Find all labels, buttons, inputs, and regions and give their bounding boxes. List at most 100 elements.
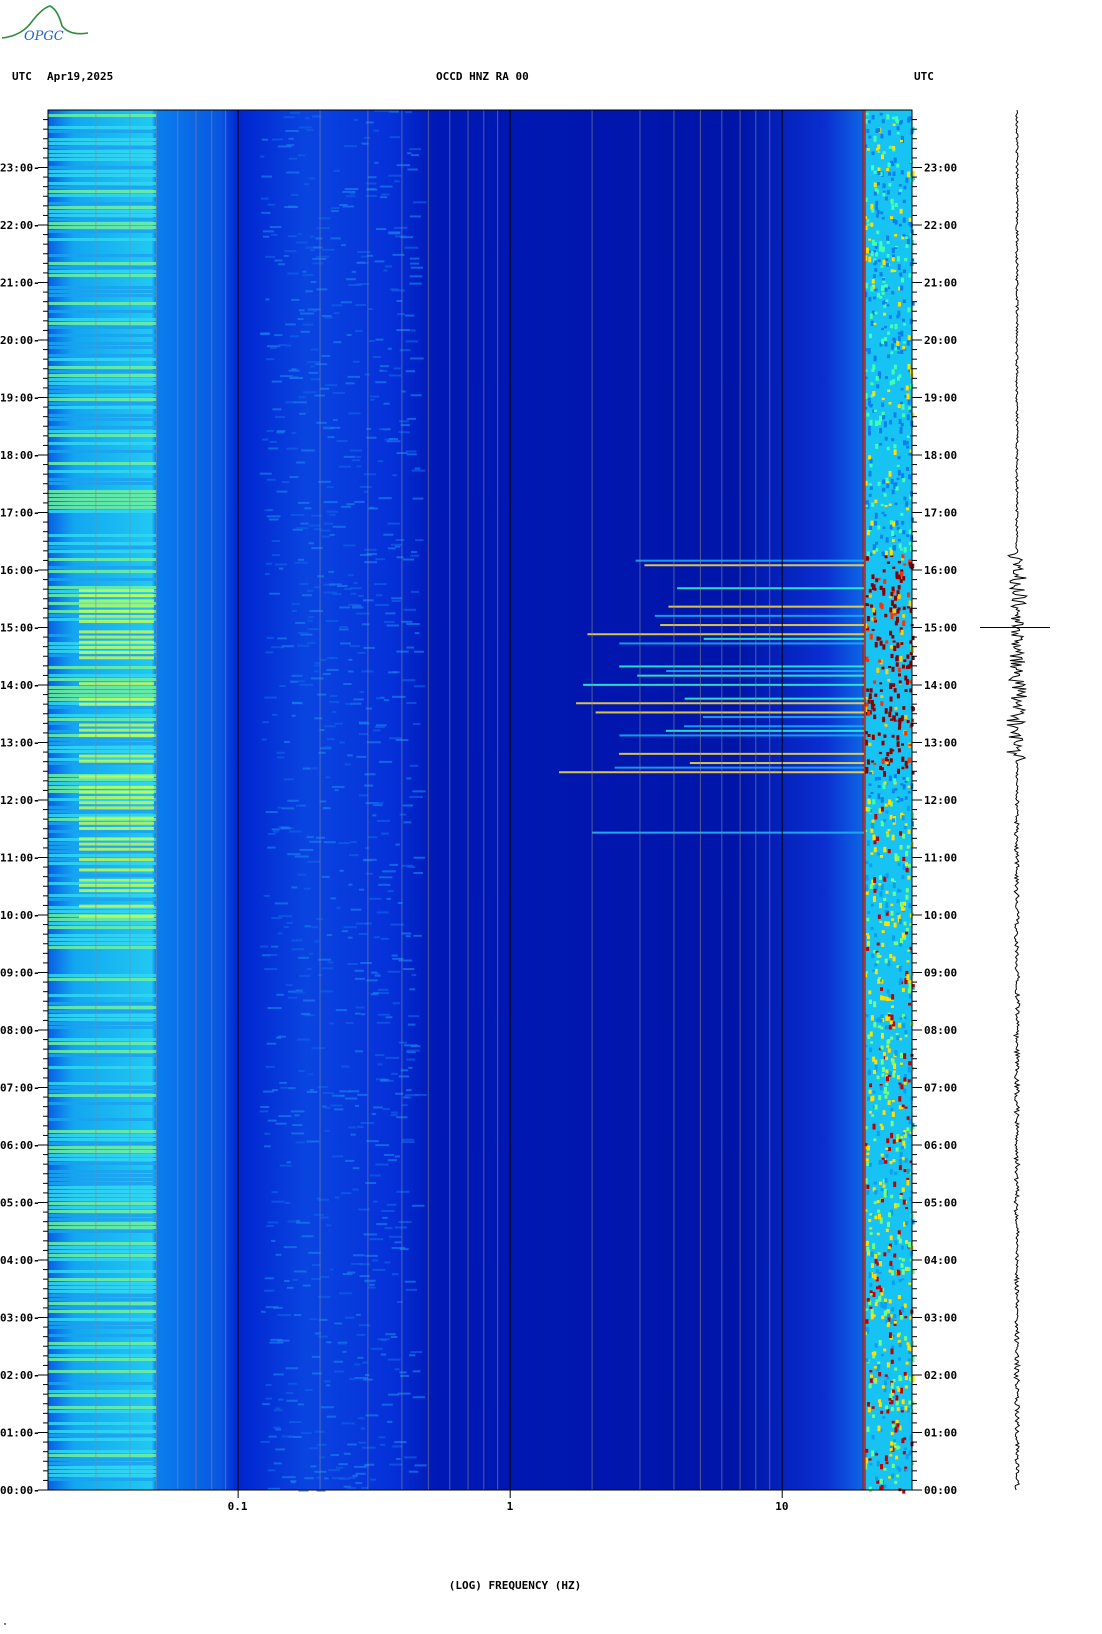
hf-speckle	[892, 337, 896, 341]
hf-speckle	[874, 1254, 878, 1259]
hf-speckle	[867, 761, 871, 765]
texture-mark	[349, 1378, 356, 1381]
hf-speckle	[890, 177, 894, 181]
hf-speckle	[886, 1362, 890, 1368]
hf-speckle	[885, 1147, 889, 1150]
texture-mark	[271, 646, 284, 649]
texture-mark	[286, 171, 300, 174]
texture-mark	[411, 329, 416, 332]
texture-mark	[334, 1108, 344, 1111]
texture-mark	[373, 802, 384, 805]
texture-mark	[377, 1063, 383, 1066]
hf-speckle	[891, 1307, 895, 1312]
band-stripe	[48, 762, 157, 765]
hf-speckle	[898, 889, 902, 893]
texture-mark	[265, 1397, 273, 1400]
hf-speckle	[891, 255, 895, 262]
texture-mark	[376, 1021, 391, 1024]
hf-speckle	[907, 791, 911, 794]
hf-speckle	[867, 430, 871, 436]
band-stripe	[48, 1174, 157, 1177]
texture-mark	[374, 974, 381, 977]
texture-mark	[305, 290, 314, 293]
hf-speckle	[887, 829, 891, 832]
hf-speckle	[897, 667, 901, 673]
hf-speckle	[874, 1104, 878, 1110]
texture-mark	[404, 246, 419, 249]
texture-mark	[360, 1013, 366, 1016]
band-stripe	[48, 210, 157, 213]
band-stripe	[48, 510, 157, 513]
texture-mark	[387, 231, 401, 234]
event-streak	[576, 702, 865, 705]
hf-speckle	[871, 239, 875, 246]
texture-mark	[343, 926, 357, 929]
hf-speckle	[902, 614, 906, 618]
texture-mark	[273, 830, 279, 833]
hf-speckle	[891, 369, 895, 375]
hf-speckle	[889, 801, 893, 807]
texture-mark	[398, 1041, 407, 1044]
hf-speckle	[880, 884, 884, 891]
texture-mark	[365, 1254, 379, 1257]
hf-speckle	[873, 409, 877, 412]
hf-speckle	[869, 1227, 873, 1230]
band-stripe	[48, 418, 157, 421]
hf-speckle	[905, 1206, 909, 1210]
hf-speckle	[900, 629, 904, 636]
texture-mark	[323, 501, 338, 504]
texture-mark	[356, 1125, 364, 1128]
hf-speckle	[892, 683, 896, 687]
hf-speckle	[887, 1074, 891, 1077]
hf-speckle	[886, 114, 890, 120]
y-tick-label-left: 01:00-	[0, 1427, 40, 1440]
texture-mark	[348, 283, 362, 286]
hf-speckle	[885, 1228, 889, 1233]
hf-speckle	[871, 574, 875, 580]
hf-speckle	[906, 507, 910, 511]
hf-speckle	[890, 653, 894, 659]
band-stripe	[78, 806, 154, 810]
band-stripe	[48, 1010, 157, 1013]
texture-mark	[291, 714, 296, 717]
hf-speckle	[864, 1125, 868, 1130]
hf-speckle	[898, 1096, 902, 1102]
texture-mark	[391, 1246, 406, 1249]
texture-mark	[271, 233, 278, 236]
hf-speckle	[890, 324, 894, 329]
hf-speckle	[873, 1181, 877, 1185]
texture-mark	[328, 1469, 340, 1472]
hf-speckle	[883, 341, 887, 344]
hf-speckle	[895, 1033, 899, 1036]
hf-speckle	[871, 1450, 875, 1457]
texture-mark	[364, 773, 376, 776]
hf-speckle	[893, 1314, 897, 1319]
texture-mark	[275, 1407, 281, 1410]
texture-mark	[353, 581, 358, 584]
hf-speckle	[864, 829, 868, 833]
hf-speckle	[873, 876, 877, 883]
texture-mark	[300, 522, 309, 525]
hf-speckle	[871, 151, 875, 156]
hf-speckle	[904, 823, 908, 826]
hf-speckle	[879, 891, 883, 897]
hf-speckle	[895, 1395, 899, 1401]
band-stripe	[48, 1230, 157, 1233]
hf-speckle	[892, 145, 896, 150]
hf-speckle	[881, 1073, 885, 1077]
band-stripe	[48, 374, 157, 377]
hf-speckle	[877, 150, 881, 153]
hf-speckle	[897, 862, 901, 866]
band-stripe	[48, 782, 157, 785]
texture-mark	[297, 1038, 311, 1041]
hf-speckle	[873, 714, 877, 720]
hf-speckle	[880, 1485, 884, 1490]
hf-speckle	[880, 1059, 884, 1065]
band-stripe	[48, 862, 157, 865]
texture-mark	[363, 490, 368, 493]
hf-speckle	[869, 1047, 873, 1053]
hf-speckle	[879, 295, 883, 299]
texture-mark	[284, 1201, 291, 1204]
texture-mark	[364, 373, 370, 376]
hf-speckle	[889, 683, 893, 690]
